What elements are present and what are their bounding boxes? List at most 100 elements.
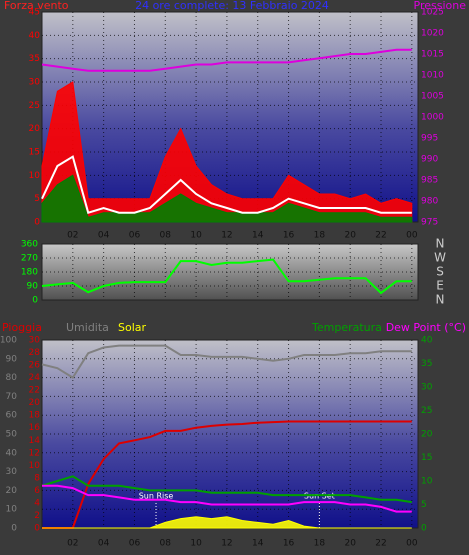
x-tick-label: 18 <box>314 231 326 241</box>
y2-tick-label: 980 <box>421 197 438 207</box>
x-tick-label: 22 <box>375 539 386 549</box>
y2-tick-label: 1020 <box>421 29 444 39</box>
y2-tick-label: 990 <box>421 155 438 165</box>
x-tick-label: 00 <box>406 539 418 549</box>
y3-tick-label: 0 <box>34 524 40 534</box>
x-tick-label: 06 <box>129 539 141 549</box>
y3-tick-label: 18 <box>29 411 41 421</box>
annotation: Sun Rise <box>139 492 174 501</box>
y-tick-label: 80 <box>6 373 18 383</box>
y3-tick-label: 6 <box>34 486 40 496</box>
x-tick-label: 12 <box>221 539 232 549</box>
y2-tick-label: 0 <box>421 524 427 534</box>
y-tick-label: 30 <box>29 78 41 88</box>
y-tick-label: 360 <box>21 240 38 250</box>
legend-entry: Pioggia <box>2 321 42 334</box>
y2-tick-label: S <box>436 265 444 279</box>
x-tick-label: 20 <box>344 539 356 549</box>
y-tick-label: 10 <box>6 505 18 515</box>
y2-tick-label: W <box>434 251 446 265</box>
y3-tick-label: 14 <box>29 436 41 446</box>
y2-tick-label: 15 <box>421 453 432 463</box>
y-tick-label: 0 <box>32 296 38 306</box>
y3-tick-label: 24 <box>29 373 41 383</box>
y-tick-label: 20 <box>6 486 18 496</box>
series-line <box>41 155 412 214</box>
y-tick-label: 180 <box>21 268 38 278</box>
y-tick-label: 100 <box>0 336 17 346</box>
y-tick-label: 45 <box>29 8 40 18</box>
chart-title: 24 ore complete: 13 Febbraio 2024 <box>135 0 329 12</box>
y3-tick-label: 16 <box>29 423 41 433</box>
series-line <box>41 258 412 295</box>
y2-tick-label: 35 <box>421 359 432 369</box>
y3-tick-label: 10 <box>29 461 41 471</box>
x-tick-label: 10 <box>190 539 202 549</box>
x-tick-label: 14 <box>252 539 264 549</box>
series-line <box>42 484 412 513</box>
x-tick-label: 08 <box>160 539 172 549</box>
y3-tick-label: 2 <box>34 511 40 521</box>
y2-tick-label: 1015 <box>421 50 444 60</box>
y-tick-label: 70 <box>6 392 18 402</box>
y3-tick-label: 12 <box>29 448 40 458</box>
legend-entry: Dew Point (°C) <box>386 321 466 334</box>
series-area <box>42 516 412 529</box>
y-tick-label: 5 <box>34 194 40 204</box>
y2-tick-label: 1000 <box>421 113 444 123</box>
y3-tick-label: 8 <box>34 473 40 483</box>
x-tick-label: 14 <box>252 231 264 241</box>
y2-tick-label: 5 <box>421 500 427 510</box>
y-tick-label: 10 <box>29 171 41 181</box>
x-tick-label: 04 <box>98 231 110 241</box>
y2-tick-label: 40 <box>421 336 433 346</box>
y2-tick-label: 1010 <box>421 71 444 81</box>
y2-tick-label: N <box>436 237 445 251</box>
y-tick-label: 35 <box>29 54 40 64</box>
y2-tick-label: 30 <box>421 383 433 393</box>
x-tick-label: 02 <box>67 231 78 241</box>
y-tick-label: 20 <box>29 124 41 134</box>
y2-tick-label: 985 <box>421 176 438 186</box>
x-tick-label: 08 <box>160 231 172 241</box>
y3-tick-label: 4 <box>34 498 40 508</box>
x-tick-label: 16 <box>283 539 295 549</box>
series-line <box>42 420 412 529</box>
y3-tick-label: 30 <box>29 336 41 346</box>
y3-tick-label: 22 <box>29 386 40 396</box>
x-tick-label: 20 <box>344 231 356 241</box>
y2-tick-label: 20 <box>421 430 433 440</box>
series-line <box>41 48 412 72</box>
x-tick-label: 10 <box>190 231 202 241</box>
y2-tick-label: 25 <box>421 406 432 416</box>
y2-tick-label: 1025 <box>421 8 444 18</box>
y2-tick-label: 995 <box>421 134 438 144</box>
y2-tick-label: 1005 <box>421 92 444 102</box>
y-tick-label: 40 <box>6 448 18 458</box>
y2-tick-label: 975 <box>421 218 438 228</box>
y-tick-label: 0 <box>11 524 17 534</box>
y3-tick-label: 26 <box>29 361 41 371</box>
y-tick-label: 30 <box>6 467 18 477</box>
series-line <box>41 475 412 504</box>
x-tick-label: 12 <box>221 231 232 241</box>
y-tick-label: 15 <box>29 148 40 158</box>
y-axis-title: Forza vento <box>4 0 69 12</box>
y-tick-label: 90 <box>27 282 39 292</box>
plot-area <box>41 11 419 223</box>
series-line <box>41 344 412 379</box>
y2-tick-label: N <box>436 293 445 307</box>
y-tick-label: 90 <box>6 354 18 364</box>
x-tick-label: 22 <box>375 231 386 241</box>
y-tick-label: 40 <box>29 31 41 41</box>
legend-entry: Temperatura <box>311 321 382 334</box>
x-tick-label: 16 <box>283 231 295 241</box>
y-tick-label: 270 <box>21 254 38 264</box>
x-tick-label: 06 <box>129 231 141 241</box>
y-tick-label: 60 <box>6 411 18 421</box>
y3-tick-label: 20 <box>29 398 41 408</box>
y2-tick-label: E <box>436 279 444 293</box>
y-tick-label: 25 <box>29 101 40 111</box>
